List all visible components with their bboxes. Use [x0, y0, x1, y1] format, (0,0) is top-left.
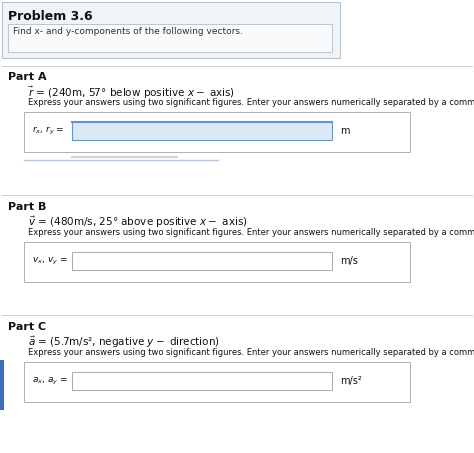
Text: Part C: Part C [8, 322, 46, 332]
Text: m: m [340, 126, 349, 136]
Text: $\vec{a}$ = (5.7m/s², negative $y -$ direction): $\vec{a}$ = (5.7m/s², negative $y -$ dir… [28, 335, 220, 351]
Text: Express your answers using two significant figures. Enter your answers numerical: Express your answers using two significa… [28, 348, 474, 357]
Text: Problem 3.6: Problem 3.6 [8, 10, 92, 23]
Text: m/s: m/s [340, 256, 358, 266]
FancyBboxPatch shape [72, 252, 332, 270]
Text: $\vec{r}$ = (240m, 57° below positive $x -$ axis): $\vec{r}$ = (240m, 57° below positive $x… [28, 85, 235, 101]
Text: Part A: Part A [8, 72, 46, 82]
FancyBboxPatch shape [24, 362, 410, 402]
FancyBboxPatch shape [72, 122, 332, 140]
Text: m/s²: m/s² [340, 376, 362, 386]
FancyBboxPatch shape [72, 372, 332, 390]
Text: $a_x$, $a_y$ =: $a_x$, $a_y$ = [32, 376, 68, 386]
FancyBboxPatch shape [0, 360, 4, 410]
Text: Find x- and y-components of the following vectors.: Find x- and y-components of the followin… [13, 27, 243, 36]
Text: $v_x$, $v_y$ =: $v_x$, $v_y$ = [32, 255, 68, 266]
Text: Part B: Part B [8, 202, 46, 212]
Text: Express your answers using two significant figures. Enter your answers numerical: Express your answers using two significa… [28, 228, 474, 237]
Text: $\vec{v}$ = (480m/s, 25° above positive $x -$ axis): $\vec{v}$ = (480m/s, 25° above positive … [28, 215, 248, 231]
FancyBboxPatch shape [24, 242, 410, 282]
Text: $r_x$, $r_y$ =: $r_x$, $r_y$ = [32, 125, 64, 137]
FancyBboxPatch shape [8, 24, 332, 52]
Text: Express your answers using two significant figures. Enter your answers numerical: Express your answers using two significa… [28, 98, 474, 107]
FancyBboxPatch shape [24, 112, 410, 152]
FancyBboxPatch shape [2, 2, 340, 58]
